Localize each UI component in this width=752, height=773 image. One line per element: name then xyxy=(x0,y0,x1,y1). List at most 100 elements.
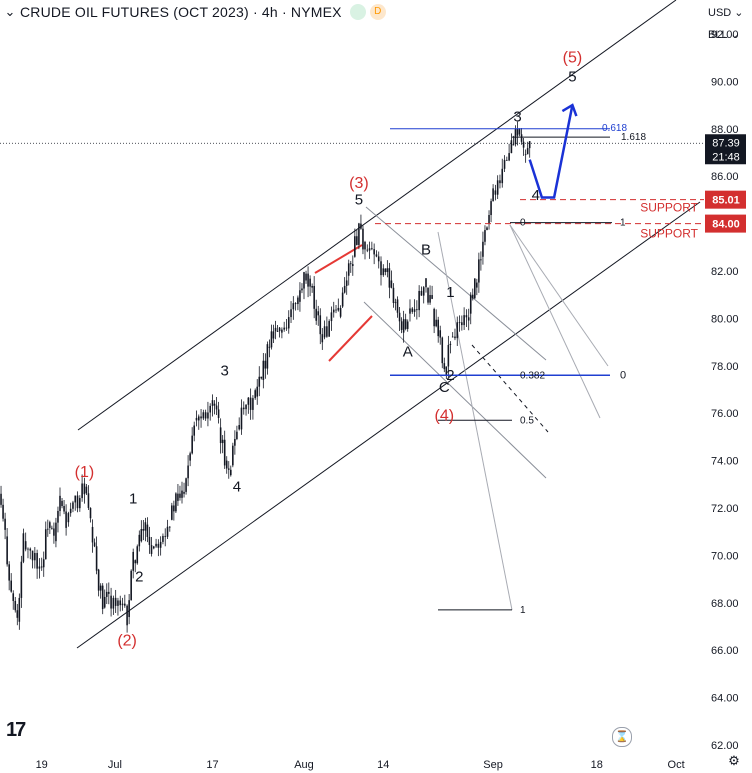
candle-body xyxy=(332,309,335,313)
candle-body xyxy=(4,518,6,530)
candle-body xyxy=(522,141,525,148)
candle-body xyxy=(242,407,245,410)
candle-body xyxy=(83,483,86,495)
chevron-down-icon[interactable]: ⌄ xyxy=(4,4,16,19)
candle-body xyxy=(474,278,476,299)
candle-body xyxy=(352,264,354,266)
candle-body xyxy=(311,285,313,288)
candle-body xyxy=(69,508,72,514)
candle-body xyxy=(512,144,515,146)
candle-body xyxy=(425,278,427,288)
candle-body xyxy=(162,535,164,542)
candle-body xyxy=(285,327,288,329)
candle-body xyxy=(85,486,88,494)
candle-body xyxy=(429,295,431,303)
currency-selector[interactable]: USD ⌄ xyxy=(702,4,752,22)
candle-body xyxy=(420,290,423,296)
candle-body xyxy=(183,491,185,494)
price-tick-label: 74.00 xyxy=(711,456,739,468)
correction-channel-lower xyxy=(363,301,547,479)
candle-body xyxy=(187,465,189,479)
wave-label: 1 xyxy=(446,284,454,301)
candle-body xyxy=(266,344,269,369)
candle-body xyxy=(439,330,442,338)
candle-body xyxy=(445,366,448,376)
countdown-label: 21:48 xyxy=(712,151,740,163)
candle-body xyxy=(456,322,459,339)
candle-body xyxy=(138,534,141,547)
candle-body xyxy=(40,566,43,568)
candle-body xyxy=(185,478,187,492)
candle-body xyxy=(368,248,371,251)
candle-body xyxy=(193,425,195,436)
support-price-label: 85.01 xyxy=(712,195,740,207)
candle-body xyxy=(14,600,17,611)
candle-body xyxy=(398,312,401,322)
candle-body xyxy=(189,453,191,461)
candle-body xyxy=(105,591,108,597)
wave-label: 5 xyxy=(568,68,576,85)
candle-body xyxy=(482,241,484,257)
candle-body xyxy=(404,319,407,329)
candle-body xyxy=(328,321,330,337)
candle-body xyxy=(89,507,92,519)
candle-body xyxy=(508,153,510,161)
candle-body xyxy=(490,201,492,216)
candle-body xyxy=(380,261,382,276)
candle-body xyxy=(276,331,279,332)
wave-label: (2) xyxy=(117,632,137,649)
candle-body xyxy=(18,597,21,622)
candle-body xyxy=(476,282,478,288)
time-tick-label: 17 xyxy=(206,759,218,771)
candle-body xyxy=(87,493,90,508)
time-tick-label: 19 xyxy=(36,759,48,771)
candle-body xyxy=(400,321,403,330)
scale-mode-selector[interactable]: BLL ⌄ xyxy=(702,26,752,44)
price-tick-label: 76.00 xyxy=(711,408,739,420)
candle-body xyxy=(488,215,490,224)
symbol-title[interactable]: CRUDE OIL FUTURES (OCT 2023) · 4h · NYME… xyxy=(20,4,342,20)
candle-body xyxy=(207,412,209,419)
candle-body xyxy=(169,526,171,528)
gear-icon[interactable]: ⚙ xyxy=(728,753,740,768)
wave-label: (4) xyxy=(435,407,455,424)
support-label: SUPPORT xyxy=(640,227,698,241)
hourglass-icon[interactable]: ⌛ xyxy=(612,727,632,747)
candle-body xyxy=(524,154,527,156)
candle-body xyxy=(181,490,183,498)
candle-body xyxy=(317,311,320,316)
candle-body xyxy=(360,223,362,229)
candle-body xyxy=(274,327,277,332)
candle-body xyxy=(195,417,198,421)
candle-body xyxy=(97,569,100,591)
candle-body xyxy=(422,287,425,296)
candle-body xyxy=(63,506,65,512)
candle-body xyxy=(215,405,218,410)
candle-body xyxy=(219,427,222,444)
candle-body xyxy=(177,493,179,501)
candle-body xyxy=(95,546,98,571)
candle-body xyxy=(433,308,435,327)
fib-label: 0.5 xyxy=(520,415,534,426)
candle-body xyxy=(124,603,126,606)
candle-body xyxy=(211,400,214,406)
projection-path xyxy=(528,104,574,199)
candle-body xyxy=(20,561,23,598)
candle-body xyxy=(227,468,230,470)
candle-body xyxy=(449,343,452,345)
candle-body xyxy=(396,299,399,313)
candle-body xyxy=(144,522,147,531)
candle-body xyxy=(454,336,456,339)
time-tick-label: Jul xyxy=(108,759,122,771)
candle-body xyxy=(247,397,250,405)
candle-body xyxy=(225,460,228,469)
price-tick-label: 62.00 xyxy=(711,740,739,752)
candle-body xyxy=(375,254,378,257)
candle-body xyxy=(57,510,59,523)
candle-body xyxy=(443,363,446,370)
support-price-box xyxy=(705,214,746,233)
candle-body xyxy=(294,303,297,305)
candle-body xyxy=(520,134,523,142)
correction-channel-upper xyxy=(365,206,547,361)
